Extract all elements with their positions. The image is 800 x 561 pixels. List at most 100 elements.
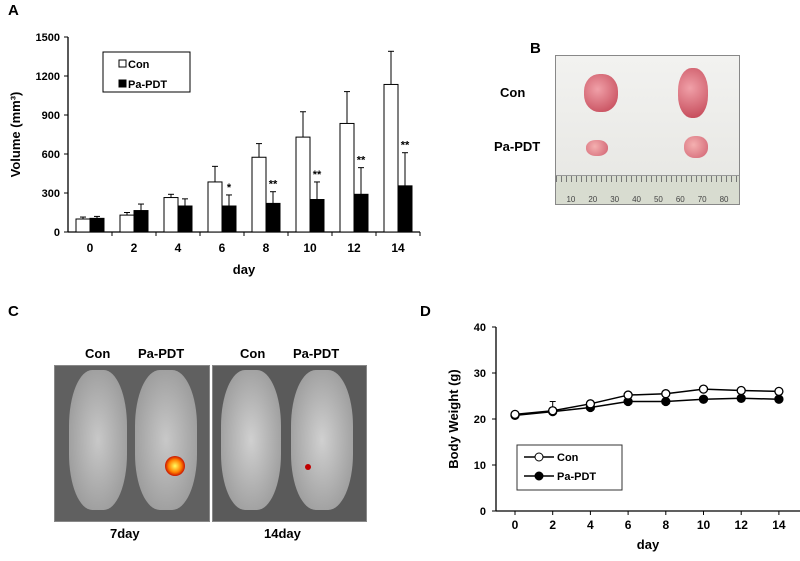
x-tick-label: 10 [697,518,711,532]
row-label-pdt: Pa-PDT [494,139,541,154]
legend-marker [534,452,544,462]
point-con [585,399,596,409]
bar-con [339,122,355,233]
caption-7day: 7day [110,526,140,541]
tumor-con-1 [584,74,618,112]
mouse-pdt [291,370,353,510]
x-tick-label: 0 [512,518,519,532]
y-tick-label: 1500 [36,32,60,44]
panel-label-c: C [8,303,19,320]
ruler-tick: 20 [588,195,598,204]
bar-con [119,214,135,233]
y-tick-label: 0 [54,227,60,239]
legend-marker [534,471,544,481]
y-tick-label: 900 [42,110,60,122]
point-con [623,390,633,400]
x-axis-label: day [637,537,660,552]
point-pa-pdt [698,394,709,404]
mice-image-14day [212,365,367,522]
tumor-photo: 10 20 30 40 50 60 70 80 [555,55,740,205]
bar-con [295,136,311,233]
ruler-tick: 40 [632,195,642,204]
y-tick-label: 0 [480,506,486,518]
point-con [698,384,709,394]
y-tick-label: 1200 [36,71,60,83]
point-con [661,389,671,399]
point-con [548,406,558,416]
c-label-con-7: Con [85,346,111,361]
ruler-tick: 80 [719,195,729,204]
significance-marker: * [227,182,232,194]
bar-con [207,181,223,233]
legend-label: Pa-PDT [128,79,167,91]
x-tick-label: 2 [131,241,138,255]
x-tick-label: 2 [549,518,556,532]
x-tick-label: 12 [347,241,361,255]
body-weight-chart: 0 10 20 30 40 0 2 4 6 8 10 12 14 day Body Weight (g) Co… [446,322,800,552]
bar-con [75,218,91,233]
x-tick-label: 8 [263,241,270,255]
tumor-con-2 [678,68,708,118]
x-tick-label: 12 [735,518,749,532]
bar-pa-pdt [89,217,105,233]
significance-marker: ** [401,140,410,152]
point-pa-pdt [736,393,746,403]
y-tick-label: 10 [474,460,486,472]
fluorescence-signal [305,464,311,470]
tumor-volume-chart: 0 300 600 900 1200 1500 0 2 4 6 * 8 ** 10 ** 12 ** 14 ** da… [8,32,421,277]
significance-marker: ** [357,155,366,167]
point-pa-pdt [774,394,784,404]
point-con [510,409,520,420]
x-tick-label: 6 [219,241,226,255]
mouse-con [69,370,127,510]
legend [102,51,191,93]
bar-pa-pdt [221,205,237,233]
x-axis-label: day [233,262,256,277]
mouse-con [221,370,281,510]
c-label-pdt-7: Pa-PDT [138,346,185,361]
ruler: 10 20 30 40 50 60 70 80 [556,175,739,204]
bar-pa-pdt [265,202,281,233]
x-tick-label: 6 [625,518,632,532]
y-tick-label: 300 [42,188,60,200]
row-label-con: Con [500,85,526,100]
x-tick-label: 4 [175,241,182,255]
ruler-tick: 10 [566,195,576,204]
panel-label-a: A [8,2,19,19]
y-tick-label: 40 [474,322,486,334]
line-pa-pdt [514,397,779,417]
caption-14day: 14day [264,526,301,541]
legend-label: Con [128,59,150,71]
y-tick-label: 30 [474,368,486,380]
ruler-tick: 70 [697,195,707,204]
y-axis-label: Body Weight (g) [446,369,461,468]
line-con [514,388,779,416]
bar-pa-pdt [133,210,149,233]
fluorescence-signal [165,456,185,476]
x-tick-label: 14 [772,518,786,532]
tumor-pdt-1 [586,140,608,156]
point-pa-pdt [661,396,671,407]
ruler-tick: 30 [610,195,620,204]
point-con [736,385,746,396]
bar-con [163,197,179,233]
x-tick-label: 0 [87,241,94,255]
ruler-tick: 60 [675,195,685,204]
tumor-pdt-2 [684,136,708,158]
legend-swatch [118,79,127,88]
bar-con [383,83,399,233]
point-con [774,386,784,397]
bar-pa-pdt [309,199,325,233]
significance-marker: ** [269,179,278,191]
y-tick-label: 600 [42,149,60,161]
legend-swatch [118,59,127,68]
bar-con [251,156,267,233]
significance-marker: ** [313,169,322,181]
legend-label: Pa-PDT [557,471,596,483]
y-tick-label: 20 [474,414,486,426]
x-tick-label: 10 [303,241,317,255]
panel-label-b: B [530,40,541,57]
y-axis-label: Volume (mm³) [8,92,23,178]
x-tick-label: 8 [662,518,669,532]
